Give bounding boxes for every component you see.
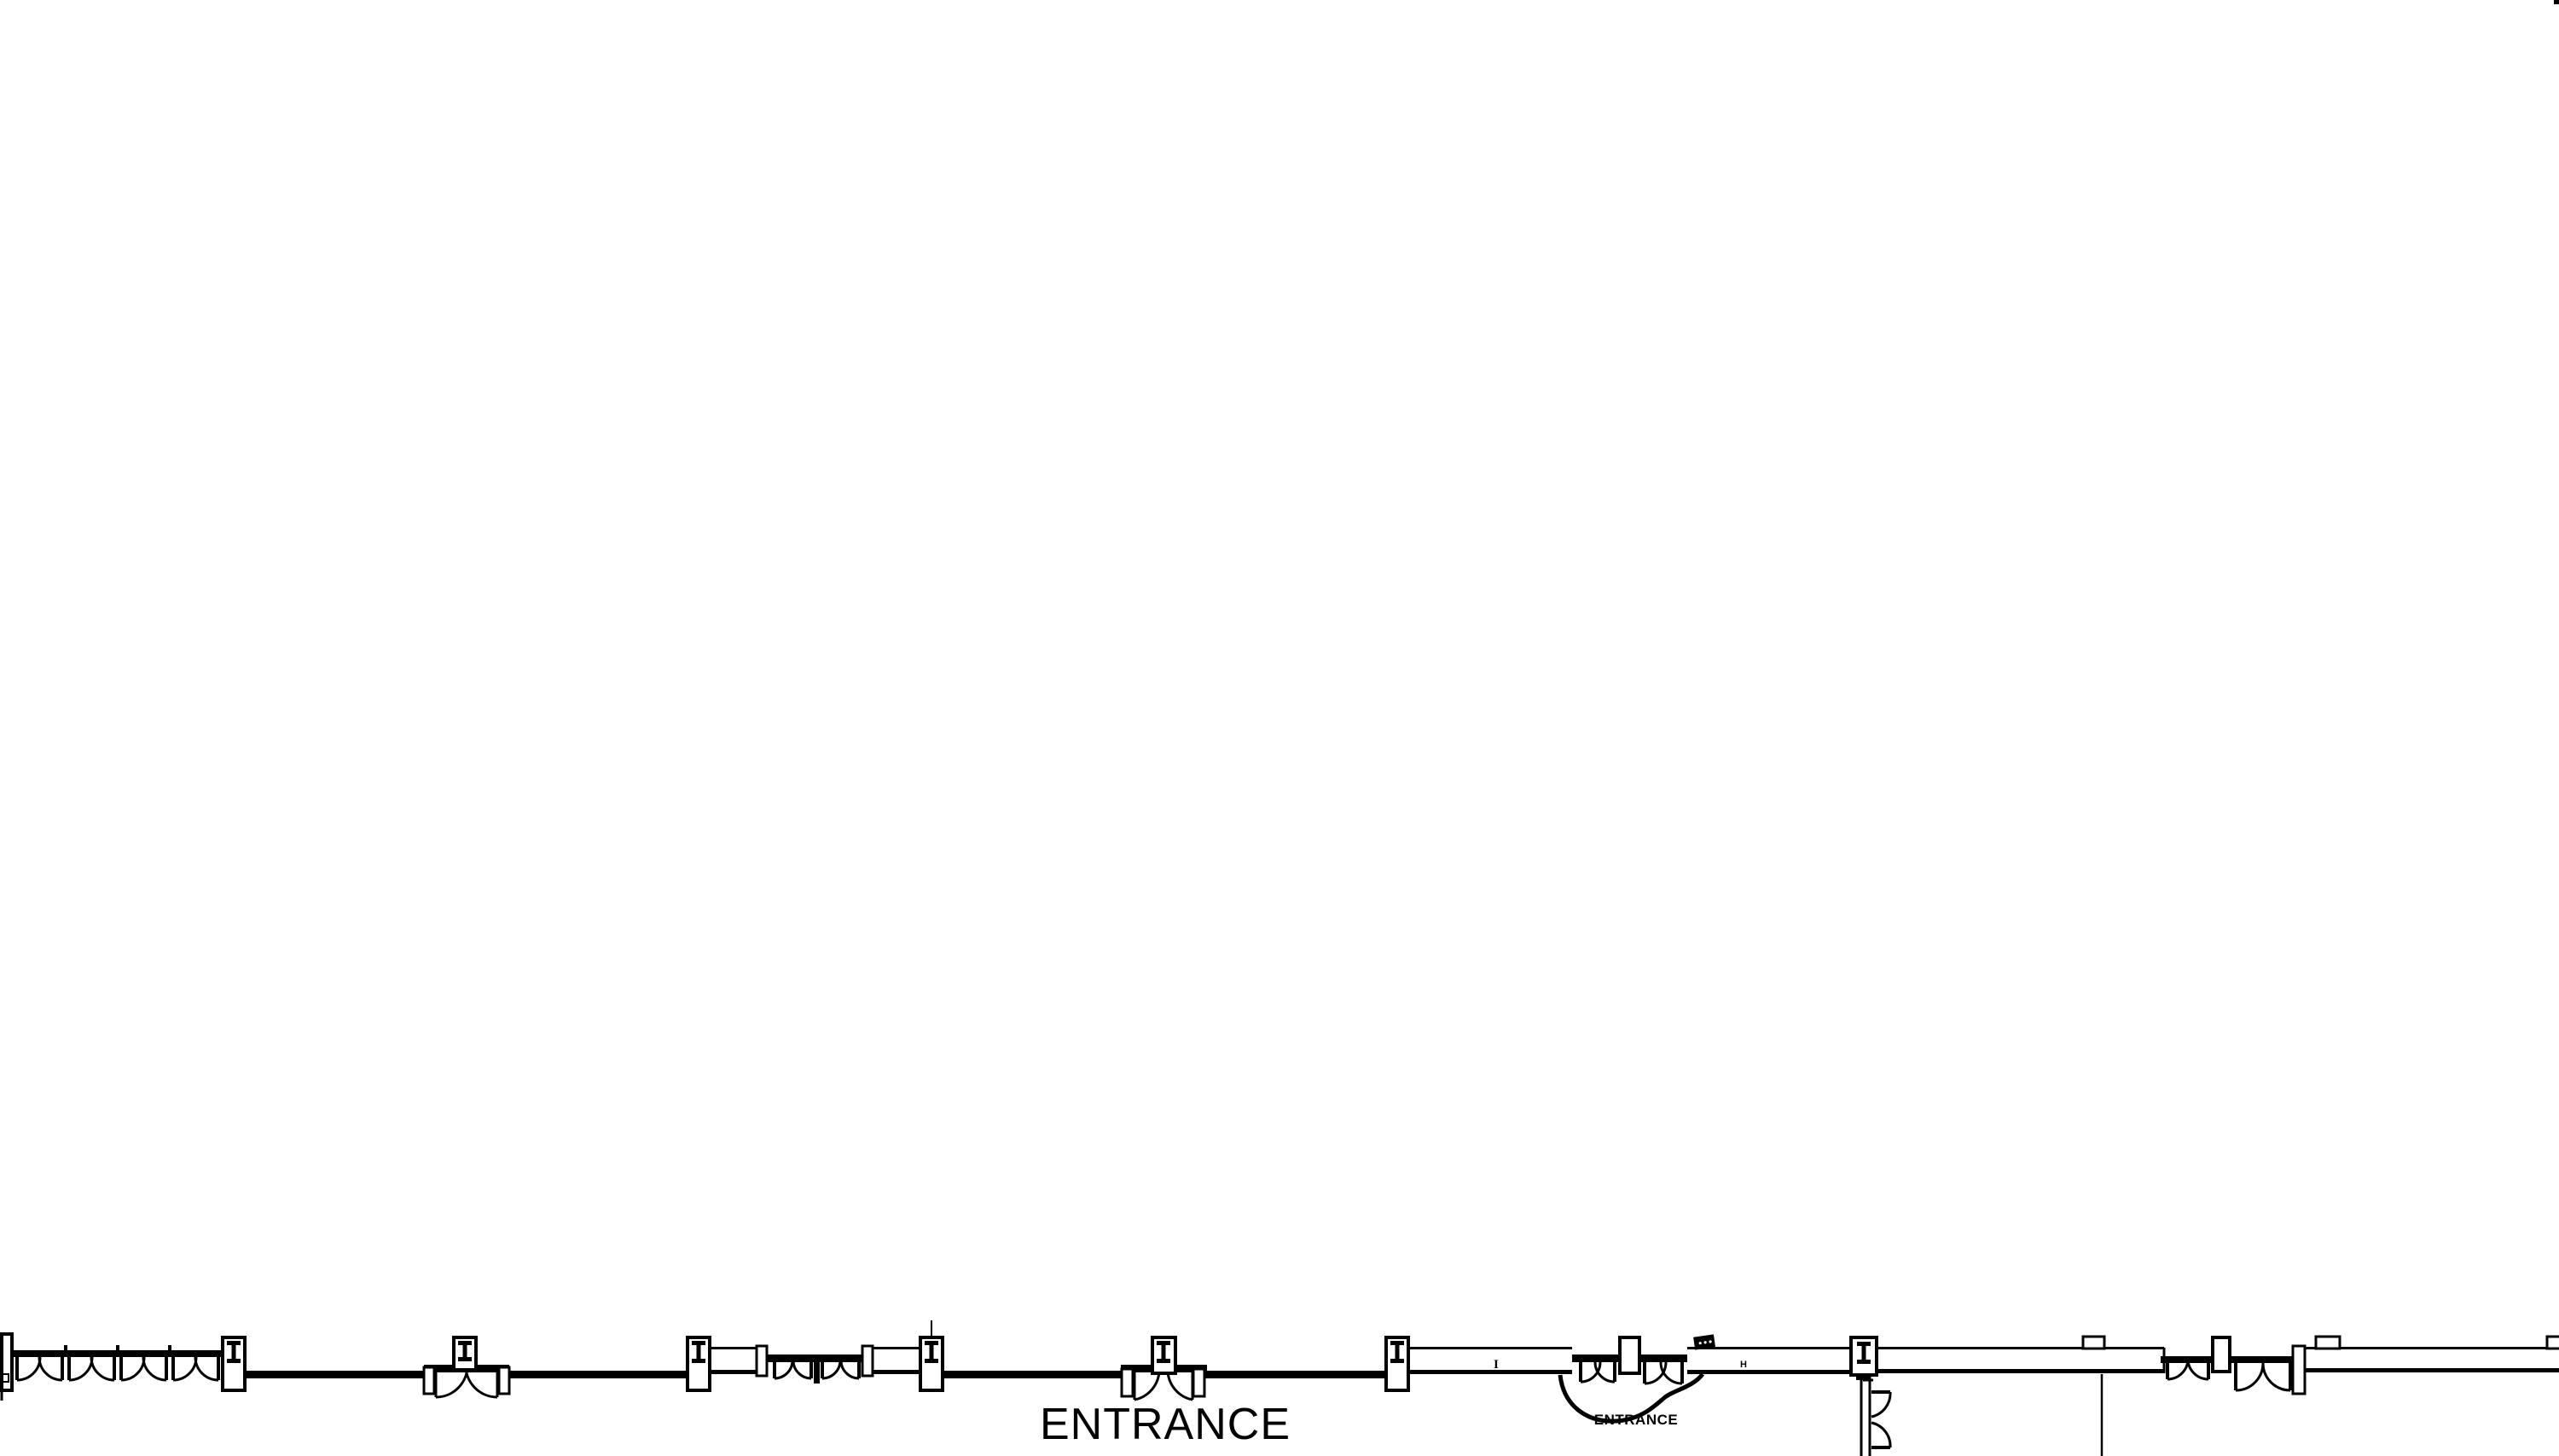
wall-face-line (2304, 1368, 2559, 1372)
mullion-tick (116, 1345, 119, 1350)
door-swing-arc (90, 1356, 115, 1382)
door-swing-arc (1871, 1391, 1892, 1418)
i-beam-column-icon (458, 1341, 472, 1361)
storefront-header (12, 1350, 223, 1357)
door-swing-arc (68, 1356, 94, 1382)
vestibule-entrance (1558, 1334, 1715, 1424)
door-swing-arc (1659, 1361, 1683, 1385)
wall-segment (508, 1371, 689, 1378)
wall-face-line (1407, 1347, 1572, 1349)
storefront-center (755, 1344, 874, 1383)
cavity-walls (709, 1335, 2559, 1374)
door-jamb (1120, 1367, 1134, 1398)
hardware-dot (1703, 1341, 1707, 1344)
double-door-d (2229, 1344, 2307, 1395)
door-swing-arc (1580, 1361, 1602, 1383)
i-beam-column-icon (1157, 1341, 1170, 1363)
wall-segment (1204, 1371, 1389, 1378)
end-pier-notch (2, 1373, 9, 1383)
wall-face-line (709, 1370, 766, 1374)
hardware-dot (1709, 1340, 1712, 1343)
hardware-dot (1698, 1342, 1702, 1345)
door-swing-arc (839, 1360, 860, 1380)
wall-segment (941, 1371, 1123, 1378)
wall-segment (243, 1371, 424, 1378)
i-beam-column-icon (1390, 1341, 1404, 1363)
sheet-corner-fragment (2554, 0, 2559, 4)
center-post (1618, 1336, 1641, 1375)
entrance-label-vestibule: ENTRANCE (1594, 1412, 1678, 1428)
left-end-wall-block (0, 1332, 14, 1401)
door-swing-arc (120, 1356, 146, 1382)
vestibule-swing-curve (1558, 1372, 1705, 1424)
door-swing-arc (1593, 1361, 1616, 1383)
mullion-tick (168, 1345, 171, 1350)
wall-face-line (1687, 1370, 1853, 1374)
wall-face-line (1687, 1347, 1853, 1349)
pilaster-bump (2545, 1335, 2559, 1350)
wall-column-marker-i: I (1494, 1358, 1499, 1372)
pilaster-bump (2081, 1335, 2106, 1350)
door-jamb (755, 1344, 769, 1378)
door-swing-arc (821, 1360, 842, 1380)
door-jamb (2291, 1344, 2307, 1395)
door-jamb (422, 1366, 436, 1395)
door-swing-arc (1644, 1361, 1668, 1385)
door-swing-arc (2235, 1362, 2265, 1392)
solid-walls (243, 1371, 1389, 1378)
door-swing-arc (142, 1356, 167, 1382)
i-beam-column-icon (1857, 1342, 1871, 1364)
door-swing-arc (38, 1356, 63, 1382)
storefront-left (12, 1345, 223, 1382)
wall-face-line (872, 1347, 923, 1349)
i-beam-column-icon (692, 1341, 705, 1363)
center-post (2211, 1336, 2231, 1373)
wall-face-line (2304, 1347, 2559, 1349)
double-door-c (2161, 1336, 2231, 1381)
door-jamb (1192, 1367, 1206, 1398)
wall-face-line (1875, 1347, 2164, 1349)
door-jamb (861, 1344, 874, 1378)
door-header (2229, 1356, 2295, 1363)
door-swing-arc (774, 1360, 794, 1380)
wall-face-line (1875, 1369, 2164, 1373)
wall-face-line (1407, 1370, 1572, 1374)
door-swing-arc (2261, 1362, 2291, 1392)
door-swing-arc (792, 1360, 812, 1380)
wall-column-marker-h: H (1740, 1360, 1747, 1370)
corner-mark (2554, 0, 2559, 4)
door-swing-arc (2186, 1358, 2209, 1381)
i-beam-column-icon (925, 1341, 938, 1363)
door-swing-arc (172, 1356, 198, 1382)
center-mullion (814, 1354, 820, 1383)
wall-face-line (709, 1347, 766, 1349)
corner-return-wall (1856, 1368, 1892, 1456)
wall-face-line (872, 1370, 923, 1374)
door-swing-arc (16, 1356, 42, 1382)
pilaster-bump (2314, 1335, 2341, 1350)
door-swing-arc (1871, 1421, 1892, 1448)
mullion-tick (64, 1345, 67, 1350)
door-swing-arc (194, 1356, 219, 1382)
i-beam-column-icon (227, 1341, 241, 1363)
door-hardware-mark (1693, 1334, 1715, 1350)
column-piers (221, 1320, 1878, 1392)
door-jamb (497, 1366, 511, 1395)
entrance-label-main: ENTRANCE (1040, 1400, 1291, 1449)
